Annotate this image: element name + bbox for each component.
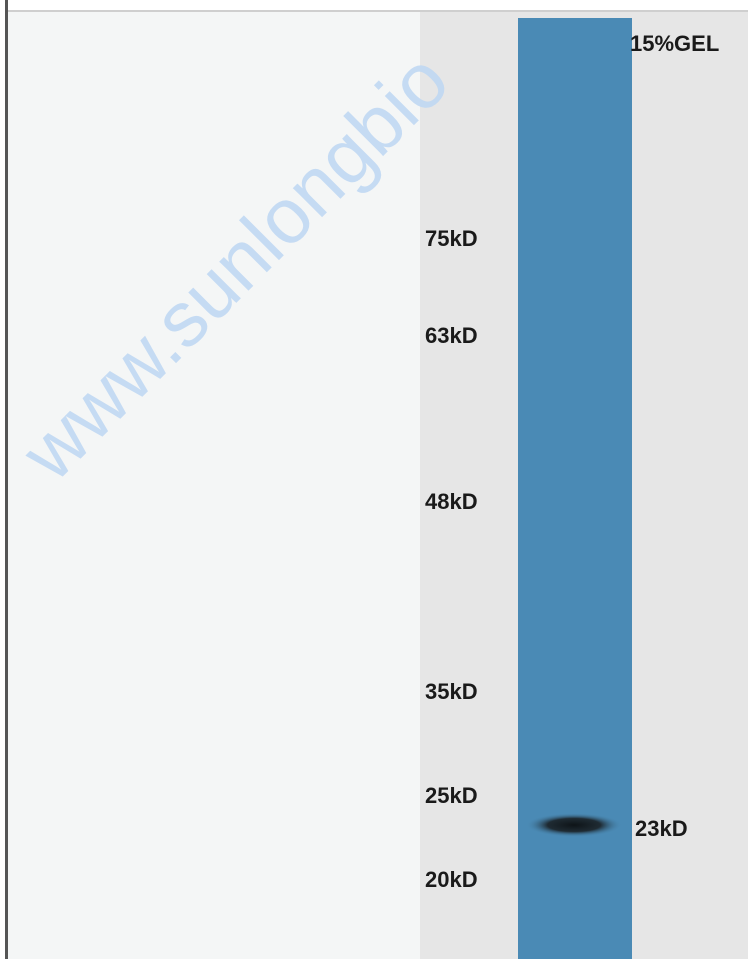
marker-label: 25kD — [425, 783, 478, 808]
lane-label: 15%GEL — [630, 31, 719, 56]
band — [526, 813, 622, 837]
marker-label: 20kD — [425, 867, 478, 892]
frame-left — [5, 0, 8, 959]
band-label: 23kD — [635, 816, 688, 841]
marker-label: 48kD — [425, 489, 478, 514]
marker-label: 75kD — [425, 226, 478, 251]
frame-top — [8, 10, 748, 12]
marker-label: 63kD — [425, 323, 478, 348]
blot-figure: www.sunlongbio 15%GEL 75kD 63kD 48kD 35k… — [0, 0, 748, 959]
marker-label: 35kD — [425, 679, 478, 704]
